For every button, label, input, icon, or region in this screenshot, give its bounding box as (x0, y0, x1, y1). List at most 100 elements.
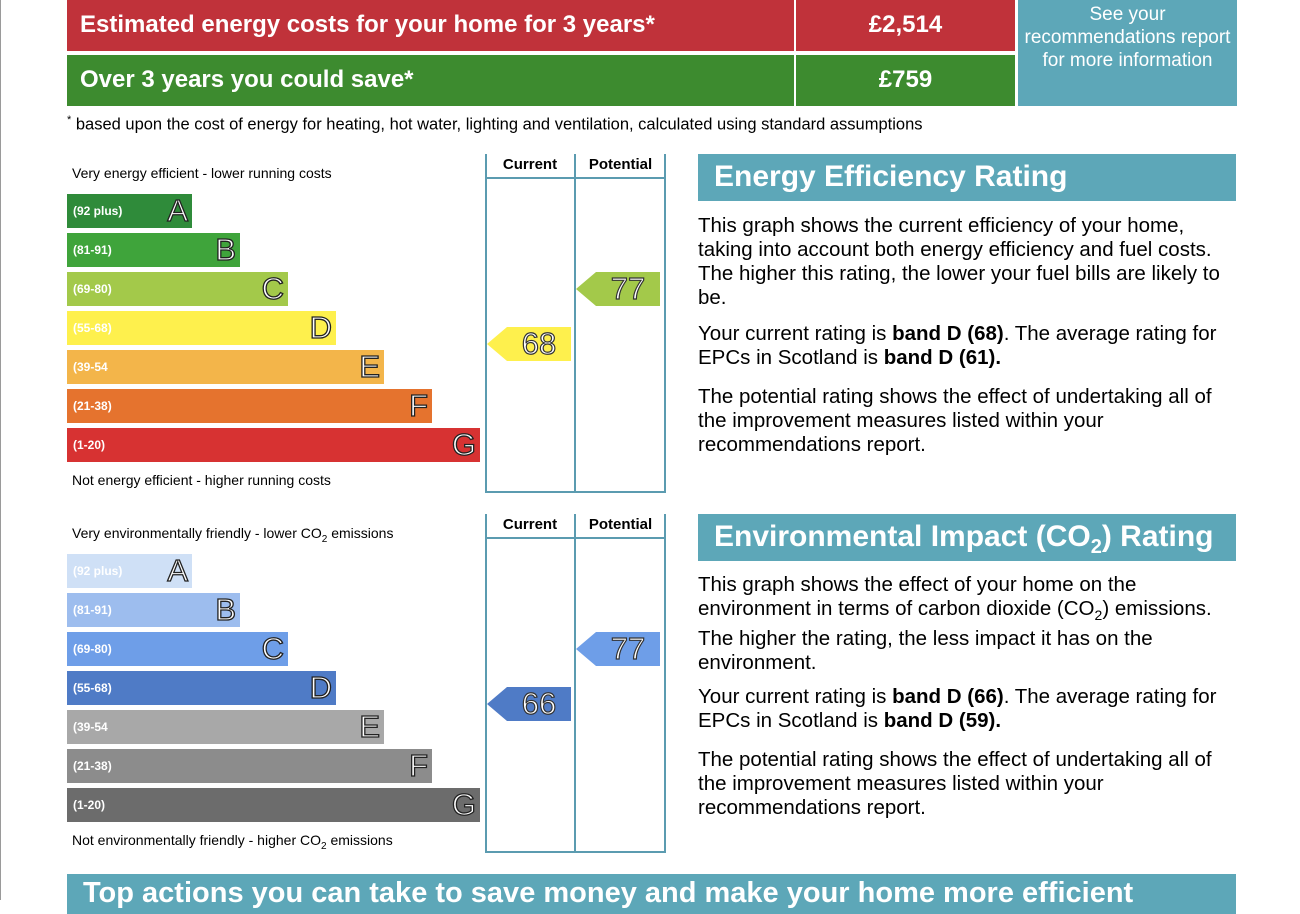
chart-line (485, 177, 666, 179)
potential-column-header: Potential (588, 516, 653, 533)
footnote-mark: * (67, 114, 72, 126)
savings-value: £759 (796, 55, 1015, 106)
energy-efficiency-description: This graph shows the current efficiency … (698, 214, 1220, 309)
band-letter: D (309, 669, 333, 705)
rating-band-c: (69-80) C (67, 630, 288, 667)
band-range: (21-38) (73, 399, 112, 413)
rating-band-e: (39-54 E (67, 348, 384, 385)
top-actions-heading: Top actions you can take to save money a… (67, 874, 1236, 914)
rating-band-a: (92 plus) A (67, 192, 192, 229)
chart-line (664, 154, 666, 493)
chart-top-text-main: Very environmentally friendly - lower CO (72, 525, 322, 541)
band-range: (81-91) (73, 243, 112, 257)
band-range: (1-20) (73, 798, 106, 812)
band-letter: E (359, 348, 381, 384)
rating-band-e: (39-54 E (67, 708, 384, 745)
potential-rating-value: 77 (610, 631, 646, 666)
band-range: (1-20) (73, 438, 106, 452)
band-letter: B (215, 231, 237, 267)
band-letter: F (408, 747, 428, 783)
heading-text: Environmental Impact (CO (714, 520, 1091, 553)
potential-column-header: Potential (588, 156, 653, 173)
band-letter: A (167, 192, 189, 228)
band-letter: A (167, 552, 189, 588)
current-band: band D (66) (892, 685, 1004, 708)
rating-band-b: (81-91) B (67, 591, 240, 628)
heading-text-end: ) Rating (1101, 520, 1214, 553)
band-range: (92 plus) (73, 564, 123, 578)
description-text-end: ) emissions. The higher the rating, the … (698, 597, 1212, 675)
rating-band-f: (21-38) F (67, 387, 432, 424)
chart-bottom-text-main: Not environmentally friendly - higher CO (72, 832, 321, 848)
environmental-current-rating-text: Your current rating is band D (66). The … (698, 685, 1238, 733)
band-letter: C (261, 270, 285, 306)
rating-band-c: (69-80) C (67, 270, 288, 307)
rating-text: Your current rating is (698, 322, 893, 345)
savings-label: Over 3 years you could save* (67, 55, 794, 106)
rating-band-b: (81-91) B (67, 231, 240, 268)
average-band: band D (59). (883, 709, 1002, 732)
chart-line (485, 514, 487, 853)
rating-band-a: (92 plus) A (67, 552, 192, 589)
current-column-header: Current (502, 156, 558, 173)
chart-line (485, 154, 487, 493)
chart-bottom-text: Not energy efficient - higher running co… (72, 472, 331, 488)
rating-band-g: (1-20) G (67, 426, 480, 463)
energy-efficiency-chart: Very energy efficient - lower running co… (67, 154, 667, 494)
band-range: (55-68) (73, 681, 112, 695)
band-letter: G (451, 786, 476, 822)
potential-rating-arrow: 77 (576, 631, 660, 666)
chart-bottom-text: Not environmentally friendly - higher CO… (72, 832, 393, 852)
chart-line (485, 491, 666, 493)
band-range: (21-38) (73, 759, 112, 773)
band-letter: D (309, 309, 333, 345)
estimated-costs-value: £2,514 (796, 0, 1015, 51)
estimated-costs-label: Estimated energy costs for your home for… (67, 0, 794, 51)
band-range: (69-80) (73, 282, 112, 296)
potential-rating-arrow-shape (576, 632, 660, 666)
band-range: (92 plus) (73, 204, 123, 218)
chart-line (485, 851, 666, 853)
chart-top-text-subscript: 2 (321, 533, 328, 545)
band-range: (39-54 (73, 360, 108, 374)
rating-band-d: (55-68) D (67, 669, 336, 706)
energy-current-rating-text: Your current rating is band D (68). The … (698, 322, 1238, 370)
environmental-impact-heading: Environmental Impact (CO2) Rating (698, 514, 1236, 561)
see-recommendations-link[interactable]: See your recommendations report for more… (1018, 0, 1237, 106)
footnote-text: based upon the cost of energy for heatin… (71, 115, 923, 134)
chart-line (664, 514, 666, 853)
potential-rating-arrow-shape (576, 272, 660, 306)
average-band: band D (61). (883, 346, 1002, 369)
chart-line (574, 514, 576, 853)
band-range: (55-68) (73, 321, 112, 335)
description-subscript: 2 (1094, 607, 1103, 624)
band-letter: G (451, 426, 476, 462)
current-column-header: Current (502, 516, 558, 533)
current-rating-arrow-shape (487, 327, 571, 361)
environmental-impact-description: This graph shows the effect of your home… (698, 573, 1238, 675)
rating-text: . The average rating for EPCs in Scotlan… (698, 685, 1217, 732)
band-range: (81-91) (73, 603, 112, 617)
chart-top-text-end: emissions (327, 525, 394, 541)
chart-line (574, 154, 576, 493)
band-letter: E (359, 708, 381, 744)
band-letter: B (215, 591, 237, 627)
energy-potential-rating-text: The potential rating shows the effect of… (698, 385, 1212, 456)
band-range: (39-54 (73, 720, 108, 734)
current-rating-arrow: 68 (487, 326, 571, 361)
heading-subscript: 2 (1090, 536, 1102, 558)
chart-top-text: Very energy efficient - lower running co… (72, 165, 332, 181)
chart-line (485, 537, 666, 539)
footnote: * based upon the cost of energy for heat… (67, 114, 923, 135)
environmental-potential-rating-text: The potential rating shows the effect of… (698, 748, 1212, 819)
rating-text: Your current rating is (698, 685, 893, 708)
rating-text: . The average rating for EPCs in Scotlan… (698, 322, 1217, 369)
rating-band-d: (55-68) D (67, 309, 336, 346)
energy-efficiency-heading: Energy Efficiency Rating (698, 154, 1236, 201)
potential-rating-arrow: 77 (576, 271, 660, 306)
current-band: band D (68) (892, 322, 1004, 345)
band-letter: F (408, 387, 428, 423)
current-rating-value: 68 (521, 326, 557, 361)
rating-band-f: (21-38) F (67, 747, 432, 784)
chart-top-text: Very environmentally friendly - lower CO… (72, 525, 393, 545)
